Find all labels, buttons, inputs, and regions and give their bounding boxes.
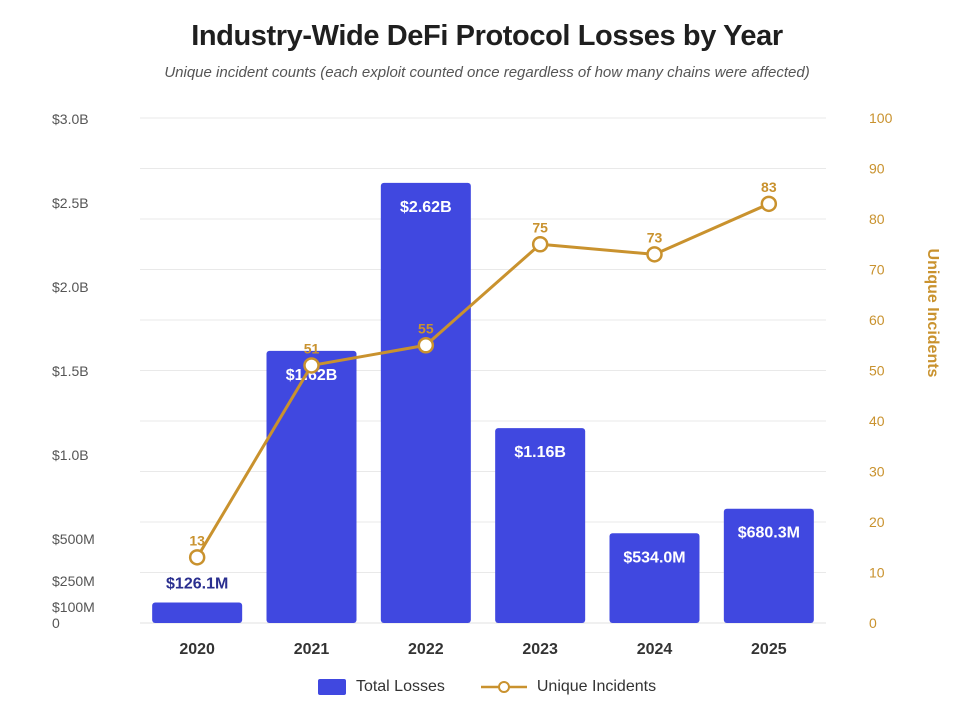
incident-point — [303, 357, 320, 374]
chart-title: Industry-Wide DeFi Protocol Losses by Ye… — [191, 20, 783, 52]
right-axis-title: Unique Incidents — [924, 249, 941, 378]
chart-subtitle: Unique incident counts (each exploit cou… — [164, 64, 810, 81]
right-tick-label: 60 — [869, 312, 885, 328]
incident-value-label: 73 — [647, 229, 663, 245]
bar-value-label: $2.62B — [400, 199, 452, 216]
bar-2023 — [495, 428, 586, 623]
x-tick-label: 2025 — [751, 641, 787, 658]
legend: Total Losses Unique Incidents — [0, 678, 974, 696]
x-tick-label: 2023 — [522, 641, 558, 658]
bar-value-label: $1.16B — [514, 444, 566, 461]
bar-2021 — [266, 350, 357, 623]
bar-2025 — [723, 508, 814, 623]
right-tick-label: 30 — [869, 464, 885, 480]
legend-line-swatch — [480, 679, 527, 695]
left-tick-label: $100M — [52, 599, 95, 615]
incident-point — [531, 236, 549, 253]
legend-label-total-losses: Total Losses — [355, 678, 445, 695]
left-tick-label: $500M — [52, 531, 95, 547]
bar-value-label: $1.62B — [286, 367, 338, 384]
legend-label-unique-incidents: Unique Incidents — [536, 678, 657, 695]
incident-value-label: 83 — [761, 179, 777, 195]
incident-point — [760, 195, 778, 213]
left-axis-ticks: 0$100M $250M $500M $1.0B $1.5B $2.0B $2.5B $3.0… — [52, 111, 95, 631]
right-tick-label: 90 — [869, 161, 885, 177]
x-tick-label: 2022 — [408, 641, 444, 658]
bar-series — [152, 182, 814, 623]
legend-item-total-losses[interactable]: Total Losses — [317, 678, 445, 696]
line-series: 13 51 55 75 73 83 — [188, 179, 778, 566]
right-tick-label: 80 — [869, 211, 885, 227]
right-tick-label: 0 — [869, 615, 877, 631]
legend-bar-swatch — [317, 679, 346, 695]
incident-value-label: 75 — [532, 219, 548, 235]
right-tick-label: 40 — [869, 413, 885, 429]
incident-value-label: 13 — [189, 532, 205, 548]
bar-2020 — [152, 602, 243, 623]
x-tick-label: 2024 — [637, 641, 673, 658]
bar-value-label: $534.0M — [623, 549, 685, 566]
x-tick-label: 2020 — [179, 641, 215, 658]
left-tick-label: $2.0B — [52, 279, 89, 295]
bar-value-label: $680.3M — [738, 525, 800, 542]
right-tick-label: 20 — [869, 514, 885, 530]
right-tick-label: 100 — [869, 110, 893, 126]
bar-value-labels: $126.1M $1.62B $2.62B $1.16B $534.0M $680.3M — [166, 199, 800, 593]
right-tick-label: 50 — [869, 363, 885, 379]
incident-point — [417, 337, 435, 354]
x-tick-label: 2021 — [294, 641, 330, 658]
bar-value-label: $126.1M — [166, 575, 228, 592]
right-tick-label: 10 — [869, 565, 885, 581]
incident-value-label: 51 — [304, 340, 320, 356]
left-tick-label: $3.0B — [52, 111, 89, 127]
incident-point — [646, 246, 663, 263]
right-tick-label: 70 — [869, 262, 885, 278]
incident-value-label: 55 — [418, 320, 434, 336]
legend-item-unique-incidents[interactable]: Unique Incidents — [480, 678, 657, 696]
grid-lines — [140, 117, 826, 624]
incidents-line — [195, 202, 770, 559]
left-tick-label: $250M — [52, 573, 95, 589]
x-axis-ticks: 2020 2021 2022 2023 2024 2025 — [179, 641, 786, 658]
left-tick-label: $1.5B — [52, 363, 89, 379]
left-tick-label: $1.0B — [52, 447, 89, 463]
left-tick-label: $2.5B — [52, 195, 89, 211]
incident-point — [188, 549, 206, 566]
bar-2024 — [609, 533, 700, 623]
bar-2022 — [380, 182, 471, 623]
left-tick-label: 0 — [52, 615, 60, 631]
right-axis-ticks: 0 10 20 30 40 50 60 70 80 90 100 — [869, 110, 893, 631]
